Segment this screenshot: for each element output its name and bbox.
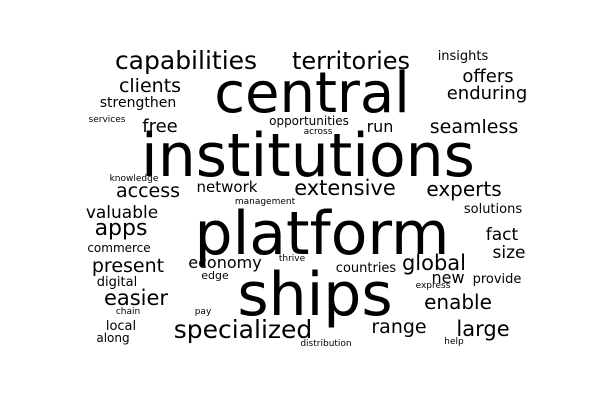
word-strengthen: strengthen bbox=[100, 95, 176, 111]
word-enable: enable bbox=[424, 290, 492, 314]
word-local: local bbox=[106, 319, 136, 334]
word-fact: fact bbox=[486, 225, 519, 245]
word-central: central bbox=[214, 61, 410, 126]
word-new: new bbox=[431, 268, 464, 287]
word-range: range bbox=[371, 316, 426, 338]
word-chain: chain bbox=[116, 307, 140, 317]
word-enduring: enduring bbox=[447, 83, 528, 104]
word-run: run bbox=[367, 117, 394, 136]
word-knowledge: knowledge bbox=[110, 174, 159, 184]
word-across: across bbox=[304, 127, 333, 137]
word-platform: platform bbox=[195, 199, 450, 269]
word-distribution: distribution bbox=[300, 339, 351, 349]
word-services: services bbox=[89, 115, 126, 125]
word-management: management bbox=[235, 197, 296, 207]
word-clients: clients bbox=[119, 75, 181, 97]
word-network: network bbox=[197, 178, 258, 196]
word-thrive: thrive bbox=[279, 254, 306, 264]
word-solutions: solutions bbox=[464, 202, 522, 217]
word-offers: offers bbox=[462, 66, 513, 87]
word-specialized: specialized bbox=[174, 315, 313, 344]
word-easier: easier bbox=[104, 286, 168, 310]
word-pay: pay bbox=[195, 307, 212, 317]
word-free: free bbox=[142, 116, 178, 137]
word-help: help bbox=[444, 337, 464, 347]
word-global: global bbox=[402, 251, 466, 275]
word-digital: digital bbox=[97, 275, 137, 290]
word-provide: provide bbox=[473, 272, 522, 287]
word-large: large bbox=[456, 317, 509, 341]
word-express: express bbox=[416, 281, 451, 291]
word-cloud-words: institutions platform ships central spec… bbox=[86, 46, 527, 349]
word-apps: apps bbox=[95, 216, 148, 241]
word-ships: ships bbox=[237, 260, 392, 330]
word-economy: economy bbox=[188, 253, 261, 272]
word-experts: experts bbox=[426, 177, 501, 201]
word-present: present bbox=[92, 255, 164, 277]
word-countries: countries bbox=[336, 261, 397, 276]
word-insights: insights bbox=[438, 49, 489, 64]
word-edge: edge bbox=[201, 269, 229, 282]
word-commerce: commerce bbox=[87, 241, 150, 255]
word-valuable: valuable bbox=[86, 203, 158, 223]
word-territories: territories bbox=[292, 47, 410, 75]
word-along: along bbox=[96, 331, 129, 345]
word-size: size bbox=[493, 243, 526, 263]
word-access: access bbox=[116, 180, 180, 202]
word-extensive: extensive bbox=[294, 176, 396, 200]
word-institutions: institutions bbox=[141, 121, 475, 191]
word-capabilities: capabilities bbox=[115, 46, 257, 75]
word-seamless: seamless bbox=[430, 116, 519, 138]
word-opportunities: opportunities bbox=[269, 114, 349, 128]
